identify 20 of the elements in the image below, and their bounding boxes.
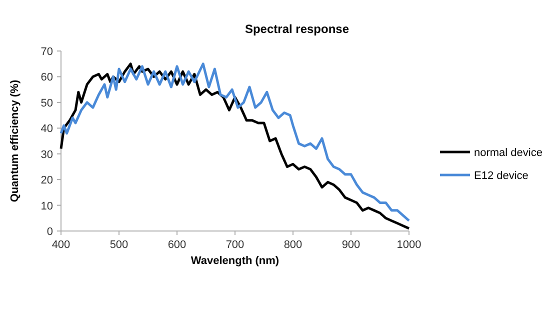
x-tick-label: 400 [52,239,70,251]
x-tick-label: 1000 [396,239,422,251]
x-tick-label: 700 [226,239,244,251]
x-tick-label: 500 [110,239,128,251]
y-tick-label: 30 [40,148,53,161]
x-tick-label: 900 [342,239,360,251]
x-axis-title: Wavelength (nm) [190,255,280,267]
y-tick-label: 50 [40,97,53,110]
chart-title: Spectral response [244,22,350,36]
legend-label: E12 device [474,170,528,182]
y-tick-label: 60 [40,72,53,84]
x-tick-label: 800 [284,239,302,251]
y-tick-label: 70 [40,46,53,58]
y-tick-label: 40 [40,123,53,136]
y-tick-label: 0 [46,226,53,238]
y-axis-title: Quantum efficiency (%) [9,80,21,202]
y-tick-label: 10 [40,200,53,212]
legend-label: normal device [474,147,542,159]
y-tick-label: 20 [40,174,53,187]
x-tick-label: 600 [168,239,186,251]
